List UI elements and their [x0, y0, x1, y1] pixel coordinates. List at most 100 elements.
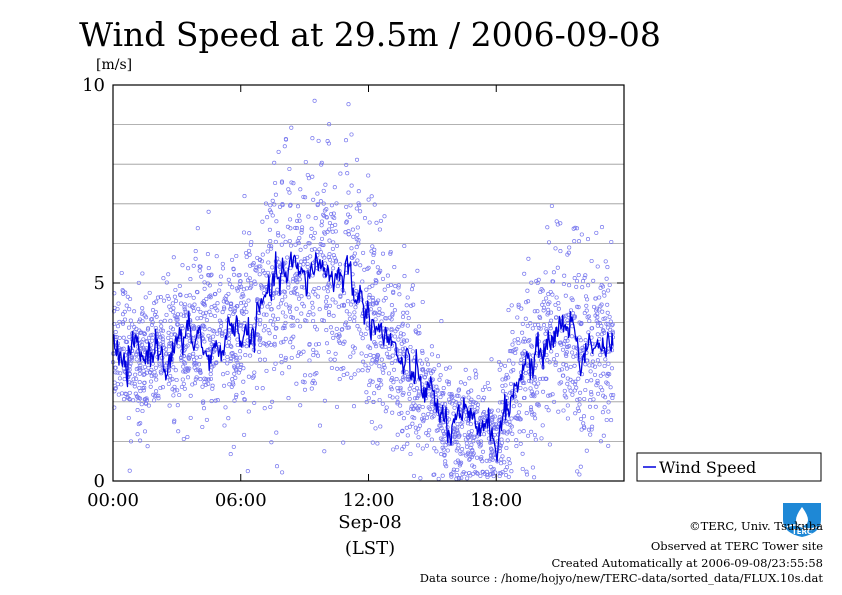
scatter-point — [234, 358, 239, 363]
scatter-point — [522, 395, 527, 400]
credit-data-source: Data source : /home/hojyo/new/TERC-data/… — [420, 571, 824, 585]
scatter-point — [576, 376, 581, 381]
scatter-point — [599, 324, 604, 329]
scatter-point — [587, 318, 592, 323]
scatter-point — [190, 304, 195, 309]
scatter-point — [235, 342, 240, 348]
scatter-point — [550, 292, 555, 297]
scatter-point — [334, 326, 339, 331]
scatter-point — [183, 309, 188, 314]
scatter-point — [382, 214, 387, 219]
scatter-point — [257, 322, 262, 327]
scatter-point — [365, 326, 370, 331]
scatter-point — [272, 343, 277, 348]
scatter-point — [526, 433, 531, 438]
scatter-point — [393, 329, 398, 334]
scatter-point — [435, 354, 441, 359]
scatter-point — [222, 358, 227, 363]
scatter-point — [382, 365, 387, 370]
scatter-point — [225, 300, 230, 305]
scatter-point — [480, 398, 485, 403]
scatter-point — [182, 307, 187, 312]
scatter-point — [228, 359, 233, 364]
scatter-point — [201, 399, 206, 404]
scatter-point — [269, 244, 274, 249]
scatter-point — [400, 346, 405, 351]
scatter-point — [609, 393, 614, 398]
scatter-point — [505, 438, 510, 443]
scatter-point — [452, 434, 457, 439]
scatter-point — [480, 387, 485, 392]
scatter-point — [161, 276, 166, 281]
scatter-point — [414, 430, 419, 435]
scatter-point — [454, 393, 460, 398]
scatter-point — [360, 336, 365, 341]
scatter-point — [311, 353, 316, 358]
scatter-point — [144, 396, 149, 401]
scatter-point — [405, 323, 410, 328]
scatter-point — [129, 381, 134, 386]
scatter-point — [130, 322, 135, 327]
scatter-point — [355, 324, 360, 329]
scatter-point — [545, 225, 550, 230]
scatter-point — [307, 310, 312, 315]
scatter-point — [172, 418, 177, 423]
scatter-point — [523, 371, 528, 376]
scatter-point — [400, 377, 405, 382]
scatter-point — [506, 474, 511, 479]
scatter-point — [234, 253, 239, 259]
scatter-point — [442, 453, 447, 458]
scatter-point — [595, 332, 600, 337]
scatter-point — [546, 393, 551, 398]
scatter-point — [605, 265, 610, 270]
scatter-point — [119, 270, 124, 276]
scatter-point — [133, 391, 138, 396]
scatter-point — [473, 375, 478, 380]
scatter-point — [319, 160, 324, 165]
scatter-point — [354, 245, 359, 250]
scatter-point — [168, 378, 173, 383]
scatter-point — [329, 203, 334, 208]
scatter-point — [308, 373, 313, 378]
scatter-point — [443, 459, 448, 464]
scatter-point — [187, 293, 192, 298]
scatter-point — [127, 468, 132, 473]
scatter-point — [382, 287, 387, 292]
scatter-point — [202, 286, 207, 291]
scatter-point — [274, 325, 279, 331]
scatter-point — [375, 265, 380, 270]
scatter-point — [392, 308, 397, 313]
scatter-point — [171, 310, 176, 315]
scatter-point — [140, 306, 145, 311]
scatter-point — [554, 219, 559, 224]
scatter-point — [164, 280, 169, 285]
scatter-point — [401, 375, 406, 380]
scatter-point — [546, 240, 552, 245]
scatter-point — [253, 267, 258, 272]
scatter-point — [265, 304, 270, 309]
scatter-point — [378, 218, 383, 223]
scatter-point — [324, 295, 329, 300]
scatter-point — [217, 288, 222, 293]
scatter-point — [468, 438, 473, 443]
scatter-point — [122, 377, 127, 382]
scatter-point — [330, 214, 335, 219]
scatter-point — [347, 312, 352, 317]
scatter-point — [581, 424, 587, 429]
scatter-point — [354, 289, 359, 294]
scatter-point — [297, 296, 302, 301]
scatter-point — [478, 415, 483, 420]
scatter-point — [330, 297, 335, 302]
scatter-point — [503, 392, 508, 397]
scatter-point — [263, 201, 269, 206]
scatter-point — [345, 171, 350, 176]
scatter-point — [137, 371, 142, 376]
scatter-point — [206, 333, 211, 338]
scatter-point — [128, 296, 133, 302]
scatter-point — [133, 372, 138, 377]
scatter-point — [489, 408, 494, 413]
scatter-point — [507, 461, 512, 466]
scatter-point — [432, 446, 437, 451]
scatter-point — [303, 159, 308, 165]
scatter-point — [385, 273, 390, 278]
